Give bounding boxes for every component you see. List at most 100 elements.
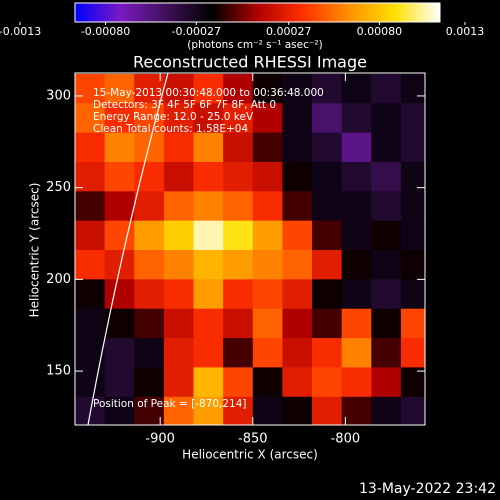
heat-cell [75, 279, 106, 310]
heat-cell [163, 73, 195, 104]
heat-cell [163, 191, 195, 222]
y-axis-label: Heliocentric Y (arcsec) [28, 183, 42, 318]
heat-cell [371, 367, 402, 398]
heat-cell [282, 338, 313, 368]
heat-cell [312, 367, 343, 398]
heat-cell [163, 103, 195, 134]
heat-cell [75, 367, 106, 398]
heat-cell [341, 279, 372, 310]
heat-cell [193, 103, 224, 134]
plot-frame [74, 72, 426, 426]
heat-cell [193, 220, 224, 251]
heat-cell [193, 308, 224, 339]
heat-cell [371, 191, 402, 222]
heat-cell [104, 250, 135, 280]
colorbar-tick-label: 0.00080 [357, 25, 403, 38]
heat-cell [252, 161, 283, 192]
heat-cell [163, 220, 195, 251]
heat-cell [223, 132, 254, 163]
heat-cell [223, 161, 254, 192]
heat-cell [223, 250, 254, 280]
heat-cell [371, 279, 402, 310]
heat-cell [75, 103, 106, 134]
heat-cell [371, 73, 402, 104]
heat-cell [282, 279, 313, 310]
heat-cell [371, 220, 402, 251]
heat-cell [104, 367, 135, 398]
y-tick-label: 250 [46, 180, 71, 195]
colorbar-tick-label: 0.0013 [446, 25, 485, 38]
heat-cell [104, 161, 135, 192]
heat-cell [282, 367, 313, 398]
heat-cell [104, 279, 135, 310]
heat-cell [341, 132, 372, 163]
heat-cell [252, 338, 283, 368]
heat-cell [400, 103, 425, 134]
heat-cell [134, 103, 165, 134]
y-tick-label: 200 [46, 272, 71, 287]
heat-cell [104, 338, 135, 368]
solar-limb [87, 73, 169, 425]
heat-cell [312, 220, 343, 251]
heat-cell [400, 191, 425, 222]
heat-cell [134, 279, 165, 310]
heat-cell [223, 73, 254, 104]
heat-cell [223, 367, 254, 398]
heat-cell [104, 132, 135, 163]
y-tick-label: 150 [46, 364, 71, 379]
heat-cell [371, 132, 402, 163]
heat-cell [75, 161, 106, 192]
heat-cell [400, 73, 425, 104]
timestamp: 13-May-2022 23:42 [359, 481, 496, 497]
heat-cell [400, 279, 425, 310]
heat-cell [104, 73, 135, 104]
heat-cell [193, 132, 224, 163]
heat-cell [341, 308, 372, 339]
heat-cell [134, 73, 165, 104]
heat-cell [104, 308, 135, 339]
heat-cell [223, 279, 254, 310]
heat-cell [75, 250, 106, 280]
heat-cell [134, 396, 165, 425]
heat-cell [400, 250, 425, 280]
heat-cell [163, 279, 195, 310]
heat-cell [400, 161, 425, 192]
heat-cell [193, 73, 224, 104]
heat-cell [252, 367, 283, 398]
heat-cell [282, 161, 313, 192]
heat-cell [75, 191, 106, 222]
heat-cell [312, 396, 343, 425]
heat-cell [252, 103, 283, 134]
annotation: Detectors: 3F 4F 5F 6F 7F 8F, Att 0 [93, 99, 276, 111]
heat-cell [341, 103, 372, 134]
heat-cell [134, 132, 165, 163]
heat-cell [223, 103, 254, 134]
heat-cell [134, 220, 165, 251]
heat-cell [134, 250, 165, 280]
heat-cell [104, 396, 135, 425]
heat-cell [134, 308, 165, 339]
heat-cell [312, 132, 343, 163]
heat-cell [193, 279, 224, 310]
heat-cell [252, 308, 283, 339]
heat-cell [282, 191, 313, 222]
heat-cell [282, 220, 313, 251]
heat-cell [252, 279, 283, 310]
annotation: 15-May-2013 00:30:48.000 to 00:36:48.000 [93, 87, 324, 99]
heat-cell [400, 338, 425, 368]
heat-cell [371, 161, 402, 192]
heatmap [75, 73, 425, 425]
heat-cell [312, 161, 343, 192]
heat-cell [193, 396, 224, 425]
heat-cell [163, 396, 195, 425]
heat-cell [371, 308, 402, 339]
x-tick-label: -850 [238, 432, 268, 447]
heat-cell [163, 338, 195, 368]
annotation: Clean Total counts: 1.58E+04 [93, 123, 248, 135]
chart-title: Reconstructed RHESSI Image [133, 53, 367, 72]
colorbar-tick-label: -0.00080 [81, 25, 130, 38]
annotation: Energy Range: 12.0 - 25.0 keV [93, 111, 254, 123]
heat-cell [104, 191, 135, 222]
heat-cell [312, 191, 343, 222]
heat-cell [371, 396, 402, 425]
